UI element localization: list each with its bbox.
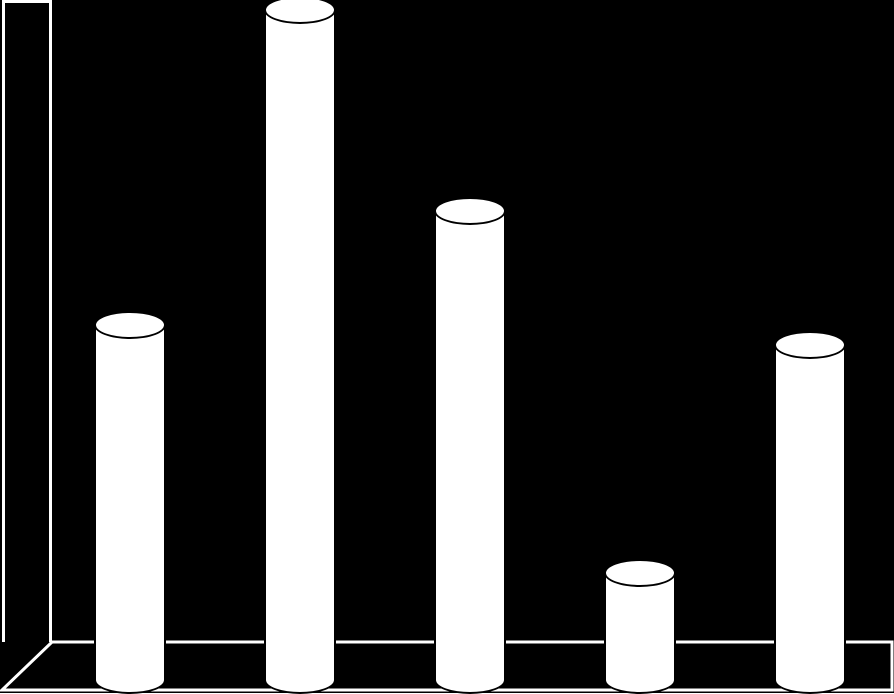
bar-cylinder	[604, 559, 676, 694]
bar-body	[774, 345, 846, 680]
bar-cylinder	[774, 331, 846, 694]
bar-top-ellipse	[434, 197, 506, 225]
bar-cylinder	[264, 0, 336, 694]
bar-cylinder	[434, 197, 506, 694]
bar-body	[434, 211, 506, 680]
bar-top-ellipse	[774, 331, 846, 359]
cylinder-bar-chart	[0, 0, 894, 693]
bar-top-ellipse	[604, 559, 676, 587]
bar-body	[604, 573, 676, 680]
bar-cylinder	[94, 311, 166, 694]
bar-body	[264, 10, 336, 680]
bar-body	[94, 325, 166, 680]
bar-top-ellipse	[94, 311, 166, 339]
